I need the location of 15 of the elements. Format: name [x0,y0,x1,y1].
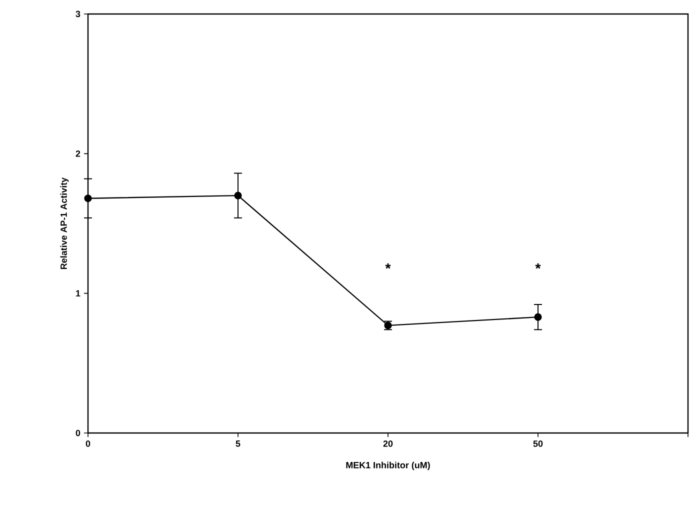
x-axis-title: MEK1 Inhibitor (uM) [346,462,430,470]
y-tick-label: 1 [76,290,80,296]
point [234,192,242,200]
y-axis-title: Relative AP-1 Activity [60,177,69,269]
y-tick-label: 2 [76,150,80,157]
annotation: * [385,263,391,269]
annotation: * [535,263,541,269]
x-tick-label: 50 [533,440,543,447]
x-tick-label: 0 [86,440,90,447]
y-tick-label: 3 [76,10,80,18]
x-tick-label: 20 [383,440,393,447]
point [84,194,92,202]
point [534,313,542,321]
x-tick-label: 5 [236,440,240,447]
y-tick-label: 0 [76,430,80,436]
